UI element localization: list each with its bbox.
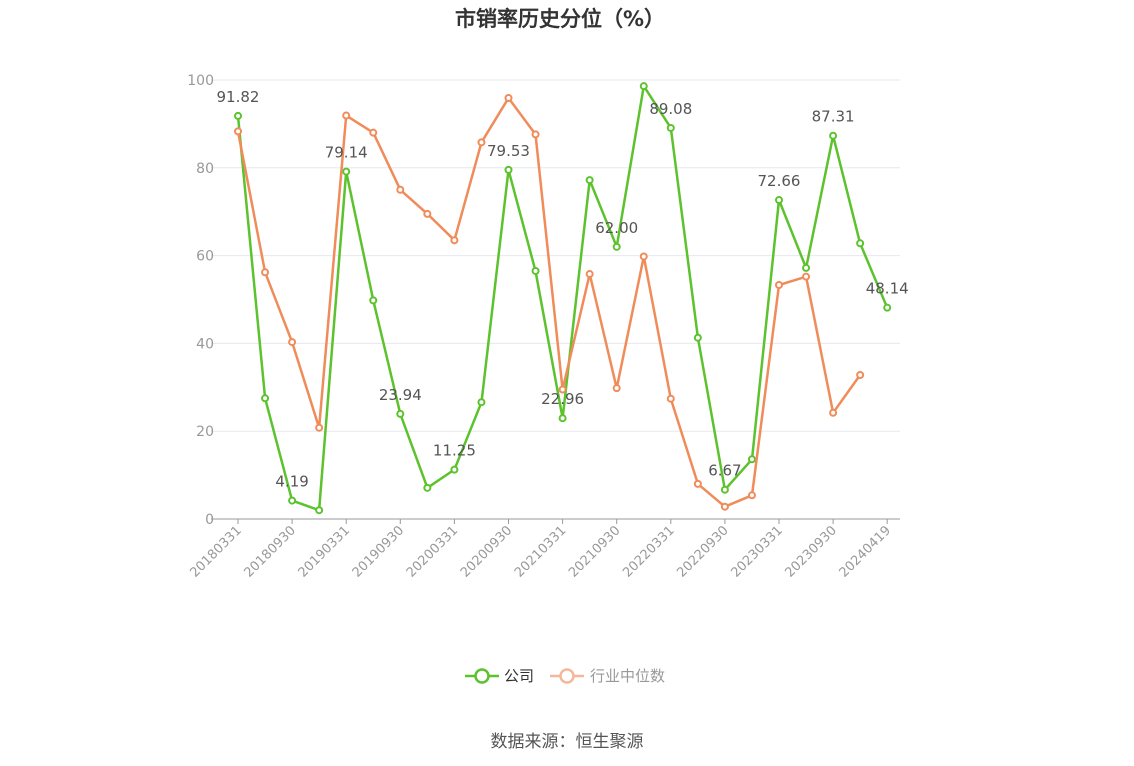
data-point <box>585 176 594 185</box>
data-point <box>639 252 648 261</box>
data-point <box>693 333 702 342</box>
data-point <box>369 296 378 305</box>
data-label: 22.96 <box>541 390 584 408</box>
data-labels: 91.82 4.19 79.14 23.94 11.25 79.53 22.96 62.00 8… <box>217 88 909 491</box>
data-point <box>693 479 702 488</box>
data-point <box>639 82 648 91</box>
data-point <box>666 394 675 403</box>
data-point <box>720 502 729 511</box>
data-label: 4.19 <box>275 473 308 491</box>
x-tick-label: 20210331 <box>512 523 569 580</box>
data-point <box>450 465 459 474</box>
data-point <box>585 270 594 279</box>
x-tick-label: 20210930 <box>566 523 623 580</box>
y-tick-label: 40 <box>196 336 214 352</box>
data-point <box>802 263 811 272</box>
y-tick-label: 20 <box>196 424 214 440</box>
data-point <box>234 127 242 136</box>
data-label: 72.66 <box>758 172 801 190</box>
x-tick-label: 20220930 <box>674 523 731 580</box>
data-label: 87.31 <box>812 108 855 126</box>
x-tick-label: 20220331 <box>620 523 677 580</box>
legend-label: 行业中位数 <box>590 667 665 685</box>
data-point <box>883 303 892 312</box>
data-point <box>396 185 405 194</box>
legend-label: 公司 <box>504 667 534 685</box>
x-tick-label: 20240419 <box>837 523 894 580</box>
data-point <box>315 423 324 432</box>
x-tick-label: 20180930 <box>242 523 299 580</box>
x-tick-label: 20180331 <box>187 523 244 580</box>
data-point <box>829 408 838 417</box>
source-note: 数据来源：恒生聚源 <box>491 732 644 752</box>
data-point <box>288 496 297 505</box>
series-line-1 <box>236 96 862 508</box>
axes: 0 20 40 60 80 100 2018033120180930201903312019… <box>187 73 900 581</box>
data-point <box>261 268 270 277</box>
data-point <box>396 409 405 418</box>
data-point <box>856 371 865 380</box>
data-point <box>720 485 729 494</box>
data-label: 91.82 <box>217 88 260 106</box>
data-label: 6.67 <box>708 462 741 480</box>
data-point <box>558 385 567 394</box>
y-tick-label: 80 <box>196 161 214 177</box>
data-point <box>612 384 621 393</box>
y-tick-label: 100 <box>187 73 214 89</box>
data-point <box>531 266 540 275</box>
data-point <box>234 111 242 120</box>
data-point <box>856 239 865 248</box>
data-point <box>369 128 378 137</box>
data-label: 89.08 <box>649 100 692 118</box>
legend-marker <box>474 668 490 684</box>
data-point <box>775 281 783 290</box>
data-point <box>747 455 756 464</box>
data-point <box>342 111 351 120</box>
data-point <box>558 414 567 423</box>
data-point <box>477 398 486 407</box>
data-point <box>775 196 783 205</box>
data-point <box>315 506 324 515</box>
legend[interactable]: 公司 行业中位数 <box>465 667 665 685</box>
series-layer <box>234 82 892 515</box>
data-point <box>288 338 297 347</box>
data-label: 62.00 <box>595 219 638 237</box>
x-tick-label: 20190930 <box>350 523 407 580</box>
data-point <box>504 93 513 102</box>
data-label: 79.14 <box>325 144 368 162</box>
data-label: 79.53 <box>487 142 530 160</box>
data-point <box>423 483 432 492</box>
data-label: 11.25 <box>433 442 476 460</box>
data-point <box>261 394 270 403</box>
data-point <box>342 167 351 176</box>
x-tick-label: 20230331 <box>728 523 785 580</box>
data-point <box>747 491 756 500</box>
x-tick-label: 20200331 <box>404 523 461 580</box>
chart-title: 市销率历史分位（%） <box>455 7 665 31</box>
data-point <box>477 138 486 147</box>
y-tick-label: 0 <box>205 512 214 528</box>
data-point <box>504 165 513 174</box>
data-label: 23.94 <box>379 386 422 404</box>
data-point <box>450 236 459 245</box>
legend-marker <box>559 668 575 684</box>
x-tick-label: 20190331 <box>296 523 353 580</box>
data-point <box>531 130 540 139</box>
data-point <box>423 209 432 218</box>
y-tick-label: 60 <box>196 249 214 265</box>
x-tick-label: 20230930 <box>783 523 840 580</box>
data-point <box>612 242 621 251</box>
data-label: 48.14 <box>866 280 909 298</box>
data-point <box>802 272 811 281</box>
data-point <box>666 123 675 132</box>
x-tick-label: 20200930 <box>458 523 515 580</box>
data-point <box>829 131 838 140</box>
